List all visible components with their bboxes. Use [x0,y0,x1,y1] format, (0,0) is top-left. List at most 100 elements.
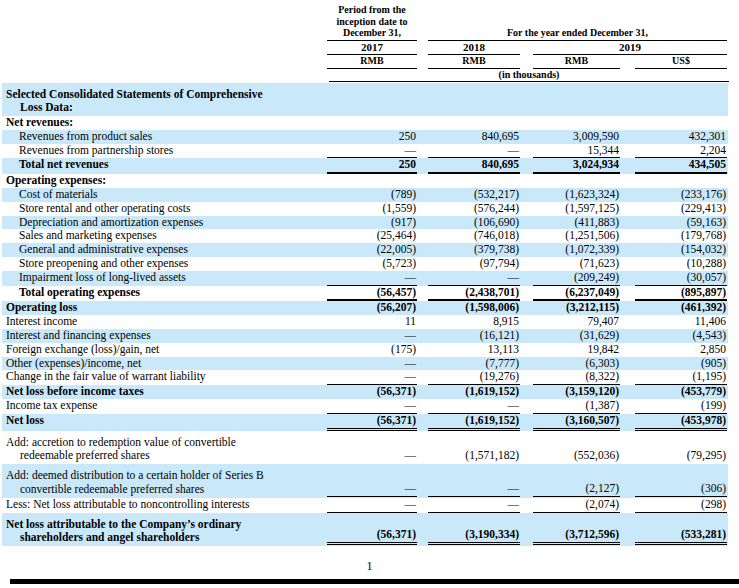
row-label-line1: Net revenues: [6,116,73,128]
table-body: Selected Consolidated Statements of Comp… [0,83,739,547]
row-label-line1: Operating loss [6,301,77,313]
header-period-line3: December 31, [343,27,401,38]
value-2019-usd: 2,204 [635,144,727,159]
value-2019-usd: (179,768) [635,229,727,243]
table-row: Income tax expense — — (1,387) (199) [2,399,728,414]
page-number: 1 [0,560,739,574]
table-row: Net loss attributable to the Company’s o… [2,513,728,547]
row-label: Sales and marketing expenses [2,229,327,243]
value-2019-usd: 11,406 [635,315,727,329]
row-label: Income tax expense [2,399,327,414]
value-2017-rmb: — [327,449,417,463]
row-label: Add: deemed distribution to a certain ho… [2,469,327,497]
value-2017-rmb: — [327,370,417,385]
table-row: Revenues from partnership stores — — 15,… [2,144,728,159]
row-label: Net loss attributable to the Company’s o… [2,518,327,546]
row-label-line1: Interest income [6,315,77,327]
value-2019-usd: (453,779) [635,385,727,399]
row-label-line1: Less: Net loss attributable to noncontro… [6,498,249,510]
header-row-units: RMB RMB RMB US$ [2,55,739,69]
value-2018-rmb: (532,217) [428,188,520,202]
value-2017-rmb: 11 [327,315,417,329]
value-2018-rmb: 840,695 [428,158,520,174]
value-2019-rmb: (1,387) [533,399,620,414]
row-label: Operating loss [2,301,327,315]
value-2019-rmb: (411,883) [533,216,620,230]
header-note-in-thousands: (in thousands) [329,69,729,82]
value-2017-rmb: (5,723) [327,257,417,271]
value-2018-rmb: (7,777) [428,357,520,371]
value-2017-rmb: (56,371) [327,528,417,545]
header-period-2017: Period from the inception date to Decemb… [327,4,417,41]
header-period-line2: inception date to [336,16,407,27]
header-year-2019: 2019 [533,41,727,56]
row-label: Interest income [2,315,327,329]
row-label-line1: Store rental and other operating costs [19,202,191,214]
row-label-line1: Net loss attributable to the Company’s o… [6,518,241,530]
value-2018-rmb: (576,244) [428,202,520,216]
value-2019-rmb: (552,036) [533,449,620,463]
value-2018-rmb: (746,018) [428,229,520,243]
table-row: Add: deemed distribution to a certain ho… [2,464,728,498]
row-label: Foreign exchange (loss)/gain, net [2,343,327,357]
row-label: Selected Consolidated Statements of Comp… [2,88,327,116]
value-2019-usd: (461,392) [635,301,727,315]
row-label: Add: accretion to redemption value of co… [2,436,327,464]
table-row: Revenues from product sales 250 840,695 … [2,130,728,144]
row-label-line1: Foreign exchange (loss)/gain, net [6,343,159,355]
value-2019-usd: (59,163) [635,216,727,230]
value-2017-rmb: (56,457) [327,286,417,302]
value-2017-rmb: 250 [327,158,417,174]
value-2019-usd: (199) [635,399,727,414]
value-2018-rmb: (3,190,334) [428,528,520,545]
value-2018-rmb: — [428,271,520,286]
value-2018-rmb: 840,695 [428,130,520,144]
value-2019-rmb: (3,159,120) [533,385,620,399]
value-2019-rmb: 3,009,590 [533,130,620,144]
value-2018-rmb: (1,571,182) [428,449,520,463]
value-2017-rmb: (1,559) [327,202,417,216]
table-row: Depreciation and amortization expenses (… [2,216,728,230]
value-2018-rmb: 8,915 [428,315,520,329]
table-row: Net revenues: [2,116,728,130]
value-2019-usd: (1,195) [635,370,727,385]
row-label: Net loss before income taxes [2,385,327,399]
value-2017-rmb: — [327,399,417,414]
value-2019-usd: (30,057) [635,271,727,286]
row-label-line1: Impairment loss of long-lived assets [19,271,186,283]
value-2019-rmb: (3,160,507) [533,414,620,431]
row-label: Other (expenses)/income, net [2,357,327,371]
value-2017-rmb: — [327,482,417,497]
row-label-line1: Total net revenues [19,158,108,170]
table-row: Total net revenues 250 840,695 3,024,934… [2,158,728,174]
row-label: Net loss [2,414,327,431]
table-row: Interest and financing expenses — (16,12… [2,329,728,343]
value-2019-rmb: (1,251,506) [533,229,620,243]
value-2019-rmb: (6,237,049) [533,286,620,302]
value-2019-usd: (453,978) [635,414,727,431]
value-2018-rmb: — [428,399,520,414]
value-2019-rmb: (8,322) [533,370,620,385]
page-bottom-rule [10,579,739,584]
value-2017-rmb: — [327,357,417,371]
value-2017-rmb: (22,005) [327,243,417,257]
value-2018-rmb: (1,619,152) [428,414,520,431]
header-unit-rmb-2018: RMB [428,55,520,69]
value-2019-rmb: (3,712,596) [533,528,620,545]
row-label: General and administrative expenses [2,243,327,257]
value-2018-rmb: 13,113 [428,343,520,357]
value-2019-usd: (233,176) [635,188,727,202]
row-label-line1: Operating expenses: [6,174,106,186]
table-row: Other (expenses)/income, net — (7,777) (… [2,357,728,371]
row-label: Change in the fair value of warrant liab… [2,370,327,385]
table-row: Sales and marketing expenses (25,464) (7… [2,229,728,243]
value-2019-rmb: (3,212,115) [533,301,620,315]
row-label: Less: Net loss attributable to noncontro… [2,498,327,513]
value-2019-rmb: 19,842 [533,343,620,357]
value-2018-rmb: (1,619,152) [428,385,520,399]
value-2018-rmb: (1,598,006) [428,301,520,315]
value-2019-usd: (79,295) [635,449,727,463]
table-row: General and administrative expenses (22,… [2,243,728,257]
table-row: Net loss (56,371) (1,619,152) (3,160,507… [2,414,728,431]
row-label: Revenues from partnership stores [2,144,327,159]
